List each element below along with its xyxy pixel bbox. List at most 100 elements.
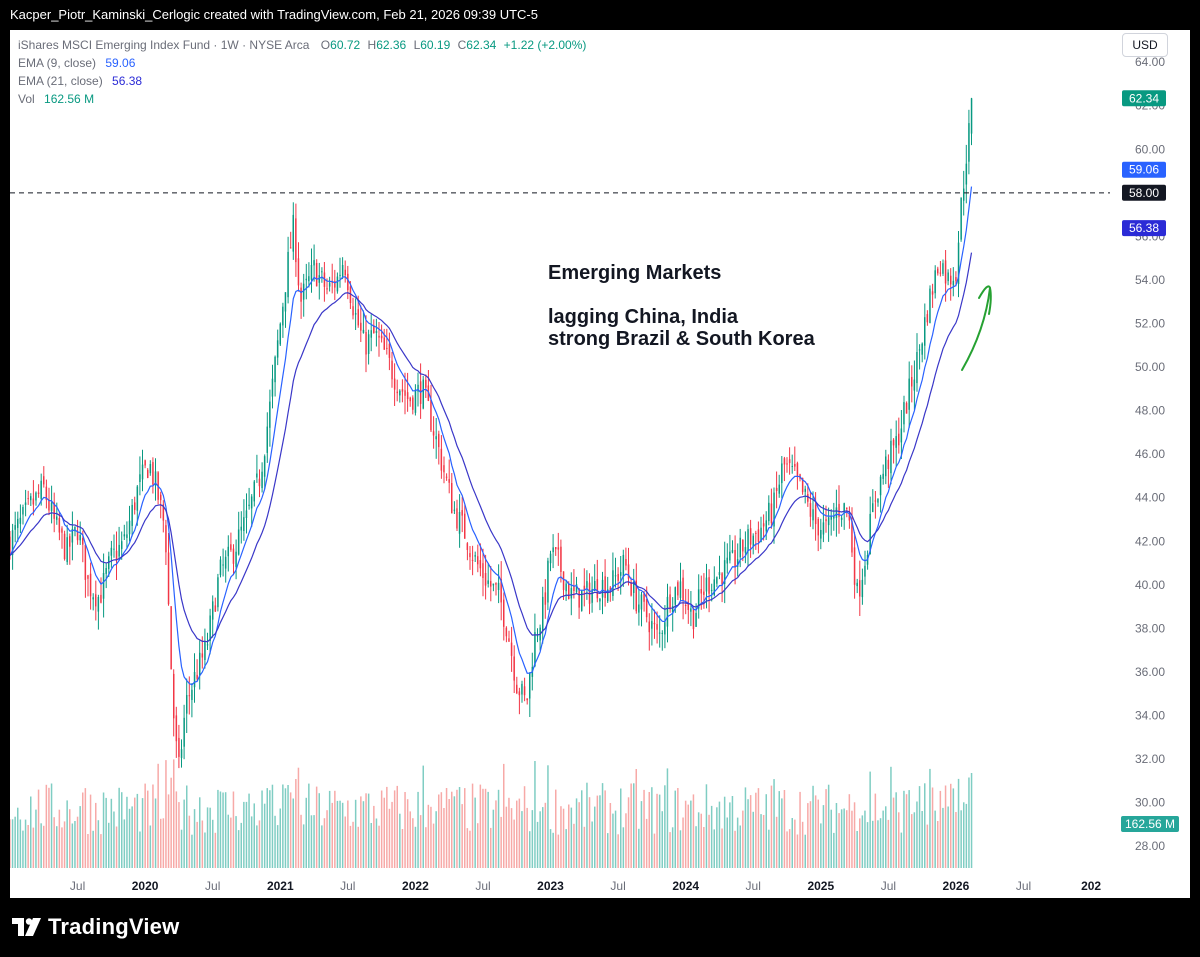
x-tick-label: Jul (70, 879, 85, 893)
candle-body (934, 270, 936, 294)
candle-body (362, 329, 365, 333)
candle-body (243, 517, 245, 531)
currency-button[interactable]: USD (1122, 33, 1168, 57)
volume-bar (295, 779, 297, 868)
candle-body (638, 604, 640, 613)
volume-bar (308, 783, 310, 868)
volume-bar (204, 832, 206, 868)
legend-ema21-row[interactable]: EMA (21, close) 56.38 (18, 72, 586, 90)
volume-bar (30, 796, 32, 868)
open-label: O (320, 38, 331, 52)
candle-body (575, 584, 578, 593)
candle-body (560, 546, 562, 572)
close-label: C (457, 38, 467, 52)
candle-body (679, 581, 682, 598)
candle-body (521, 683, 523, 695)
volume-bar (931, 787, 934, 868)
candle-body (804, 488, 806, 492)
volume-bar (625, 813, 627, 868)
volume-bar (544, 802, 547, 868)
candle-body (882, 473, 884, 479)
candle-body (393, 378, 396, 390)
volume-bar (752, 811, 754, 868)
candle-body (877, 498, 879, 503)
volume-bar (341, 802, 344, 868)
candle-body (123, 534, 126, 537)
candle-body (656, 624, 658, 630)
volume-bar (139, 831, 141, 868)
volume-bar (339, 800, 341, 868)
volume-bar (924, 783, 926, 868)
volume-bar (32, 827, 35, 868)
volume-bar (284, 788, 287, 868)
candle-body (859, 580, 861, 597)
volume-bar (66, 800, 68, 868)
volume-bar (578, 802, 580, 868)
volume-bar (892, 797, 895, 868)
candle-body (887, 459, 890, 469)
chart-panel[interactable]: 28.00 30.00 32.00 34.00 36.00 38.00 40.00 42.00… (10, 30, 1190, 898)
candle-body (131, 504, 133, 526)
volume-bar (549, 829, 552, 868)
legend-vol-row[interactable]: Vol 162.56 M (18, 90, 586, 108)
candle-body (729, 551, 731, 561)
volume-bar (879, 818, 882, 868)
volume-bar (510, 808, 513, 868)
price-chart[interactable]: 28.00 30.00 32.00 34.00 36.00 38.00 40.00 42.00… (10, 30, 1190, 898)
candle-body (17, 518, 19, 528)
candle-body (908, 378, 910, 410)
volume-bar (232, 791, 235, 868)
candle-body (425, 379, 427, 388)
candle-body (890, 440, 892, 474)
volume-bar (825, 789, 827, 868)
volume-bar (729, 802, 731, 868)
candle-body (643, 593, 645, 602)
volume-bar (588, 797, 591, 868)
y-tick-label: 34.00 (1135, 709, 1165, 723)
candle-body (357, 309, 359, 326)
volume-bar (92, 830, 94, 868)
volume-bar (328, 790, 331, 868)
volume-bar (513, 819, 515, 868)
volume-bar (653, 833, 656, 868)
candle-body (846, 508, 848, 509)
vol-label: Vol (18, 92, 35, 106)
candle-body (749, 528, 752, 545)
volume-bar (736, 817, 739, 868)
candle-body (206, 644, 209, 646)
candle-body (827, 517, 830, 526)
volume-bar (199, 797, 201, 868)
candle-body (74, 526, 76, 532)
ema9-value: 59.06 (105, 56, 136, 70)
candle-body (328, 282, 331, 287)
volume-bar (643, 789, 645, 868)
candle-body (791, 466, 793, 467)
volume-bar (217, 789, 219, 868)
candle-body (386, 347, 388, 349)
candle-body (963, 188, 965, 201)
candle-body (734, 550, 736, 568)
volume-bar (788, 829, 791, 868)
candle-body (594, 581, 596, 591)
legend-ema9-row[interactable]: EMA (9, close) 59.06 (18, 54, 586, 72)
candle-body (578, 588, 580, 608)
candle-body (682, 577, 684, 600)
candle-body (147, 469, 149, 478)
candle-body (391, 360, 393, 380)
volume-bar (490, 827, 492, 868)
volume-bar (370, 823, 372, 868)
candle-body (503, 599, 505, 627)
candle-body (898, 433, 900, 446)
tradingview-logo[interactable]: TradingView (12, 914, 179, 940)
volume-bar (258, 820, 261, 868)
volume-bar (575, 798, 578, 868)
candle-body (840, 517, 843, 520)
candle-body (568, 583, 570, 599)
chart-annotation: Emerging Markets lagging China, India st… (548, 262, 815, 350)
candle-body (414, 389, 417, 413)
volume-bar (835, 803, 838, 868)
volume-bar (445, 788, 448, 868)
chart-legend: iShares MSCI Emerging Index Fund · 1W · … (18, 36, 586, 108)
volume-bar (336, 800, 339, 868)
y-tick-label: 30.00 (1135, 796, 1165, 810)
